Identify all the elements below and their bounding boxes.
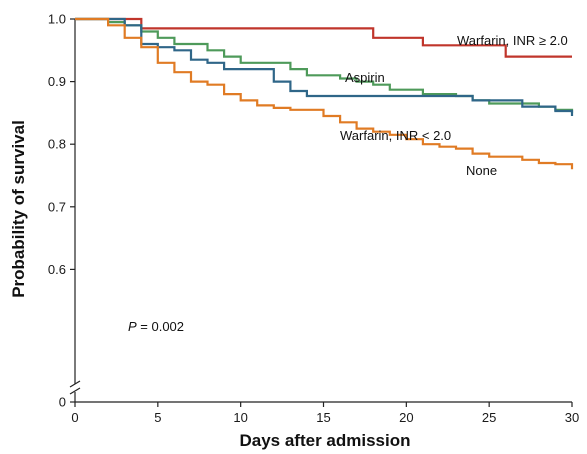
- y-tick-label: 0.7: [48, 199, 66, 214]
- x-tick-label: 15: [316, 410, 330, 425]
- y-tick-label: 1.0: [48, 12, 66, 27]
- x-tick-label: 10: [233, 410, 247, 425]
- x-tick-label: 25: [482, 410, 496, 425]
- p-value-annotation: P = 0.002: [128, 319, 184, 334]
- y-tick-label: 0.8: [48, 137, 66, 152]
- x-axis-title: Days after admission: [239, 431, 410, 450]
- series-label-warfarin-inr-high: Warfarin, INR ≥ 2.0: [457, 33, 568, 48]
- series-line-warfarin-inr-2-0: [75, 17, 574, 116]
- x-tick-label: 30: [565, 410, 579, 425]
- series-label-warfarin-inr-low: Warfarin, INR < 2.0: [340, 128, 451, 143]
- p-value-text: = 0.002: [137, 319, 184, 334]
- x-tick-label: 20: [399, 410, 413, 425]
- y-axis-title: Probability of survival: [9, 120, 28, 298]
- y-tick-label: 0.6: [48, 262, 66, 277]
- series-line-none: [75, 17, 574, 170]
- series-label-aspirin: Aspirin: [345, 70, 385, 85]
- labels-layer: Warfarin, INR ≥ 2.0 Aspirin Warfarin, IN…: [9, 33, 568, 450]
- series-layer: [75, 17, 574, 170]
- y-tick-label: 0: [59, 395, 66, 410]
- axes-layer: 0 5 10 15 20 25 30 0 0.6 0.7 0.8 0.9 1.0: [48, 12, 579, 426]
- axis-break-mark-2: [69, 387, 81, 395]
- y-tick-label: 0.9: [48, 74, 66, 89]
- series-line-warfarin-inr-2-0: [75, 17, 572, 58]
- x-tick-label: 0: [71, 410, 78, 425]
- axis-break-mark-1: [69, 380, 81, 388]
- series-label-none: None: [466, 163, 497, 178]
- p-value-symbol: P: [128, 319, 137, 334]
- x-tick-label: 5: [154, 410, 161, 425]
